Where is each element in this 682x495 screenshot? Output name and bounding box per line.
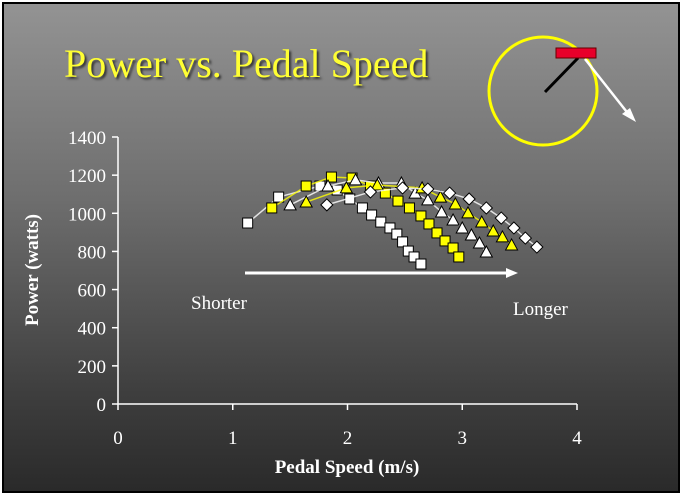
data-point-square [375, 216, 387, 228]
y-tick-label: 0 [97, 395, 107, 416]
y-tick-label: 1000 [68, 204, 106, 225]
data-point-diamond [462, 192, 476, 206]
data-point-square [453, 251, 465, 263]
annotation-shorter: Shorter [191, 293, 248, 314]
data-point-square [408, 251, 420, 263]
data-point-triangle [455, 220, 470, 234]
data-point-diamond [479, 201, 494, 215]
data-point-diamond [395, 181, 410, 195]
series-4 [320, 181, 544, 254]
y-tick-label: 800 [78, 242, 107, 263]
slide-title: Power vs. Pedal Speed [64, 41, 429, 86]
data-point-square [266, 202, 278, 214]
data-point-square [392, 195, 404, 207]
y-tick-label: 200 [78, 357, 107, 378]
x-tick-label: 1 [228, 428, 238, 449]
data-point-square [415, 210, 427, 222]
data-point-triangle [283, 197, 297, 211]
x-tick-label: 2 [343, 428, 353, 449]
data-point-triangle [448, 196, 463, 210]
data-point-square [325, 171, 337, 183]
y-tick-label: 400 [78, 319, 107, 340]
data-point-triangle [495, 229, 510, 243]
data-point-triangle [474, 215, 489, 228]
data-point-square [447, 242, 459, 254]
data-point-diamond [530, 240, 544, 254]
data-point-square [391, 228, 403, 240]
data-point-diamond [320, 198, 334, 212]
data-point-square [384, 222, 396, 234]
data-point-triangle [370, 178, 385, 191]
data-point-square [415, 258, 427, 270]
data-point-triangle [339, 180, 354, 194]
data-point-triangle [434, 204, 449, 218]
data-point-diamond [421, 182, 435, 196]
data-point-triangle [464, 227, 479, 241]
pedal-crank-icon [487, 35, 636, 147]
data-point-triangle [446, 212, 460, 226]
data-point-square [403, 202, 415, 214]
data-point-square [366, 209, 378, 221]
x-tick-label: 4 [572, 428, 582, 449]
data-point-diamond [363, 185, 378, 199]
data-point-diamond [507, 221, 521, 235]
data-point-triangle [433, 190, 448, 203]
data-point-square [379, 187, 391, 199]
data-point-triangle [461, 205, 475, 219]
series-0 [242, 180, 427, 270]
data-point-square [242, 217, 254, 229]
annotation-longer: Longer [513, 299, 569, 320]
data-point-square [300, 180, 312, 192]
data-point-diamond [518, 231, 533, 245]
y-axis-label: Power (watts) [22, 214, 43, 326]
direction-arrowhead [506, 268, 518, 278]
data-point-square [439, 235, 451, 247]
data-point-diamond [442, 186, 457, 200]
y-tick-label: 1400 [68, 128, 106, 149]
data-point-triangle [420, 192, 435, 206]
data-point-square [397, 236, 409, 248]
x-tick-label: 3 [458, 428, 468, 449]
data-point-square [356, 202, 368, 214]
x-tick-label: 0 [113, 428, 123, 449]
data-point-square [423, 218, 435, 230]
data-point-triangle [299, 194, 314, 208]
data-point-diamond [494, 211, 508, 225]
y-tick-label: 1200 [68, 166, 106, 187]
data-point-square [431, 227, 443, 239]
data-point-triangle [472, 235, 487, 249]
data-point-triangle [486, 223, 501, 237]
data-point-triangle [348, 172, 363, 186]
data-point-triangle [479, 244, 494, 258]
data-point-triangle [321, 178, 335, 192]
data-point-square [273, 191, 285, 203]
data-point-triangle [504, 237, 519, 251]
data-point-square [402, 245, 414, 257]
x-axis-label: Pedal Speed (m/s) [275, 457, 420, 478]
y-tick-label: 600 [78, 281, 107, 302]
